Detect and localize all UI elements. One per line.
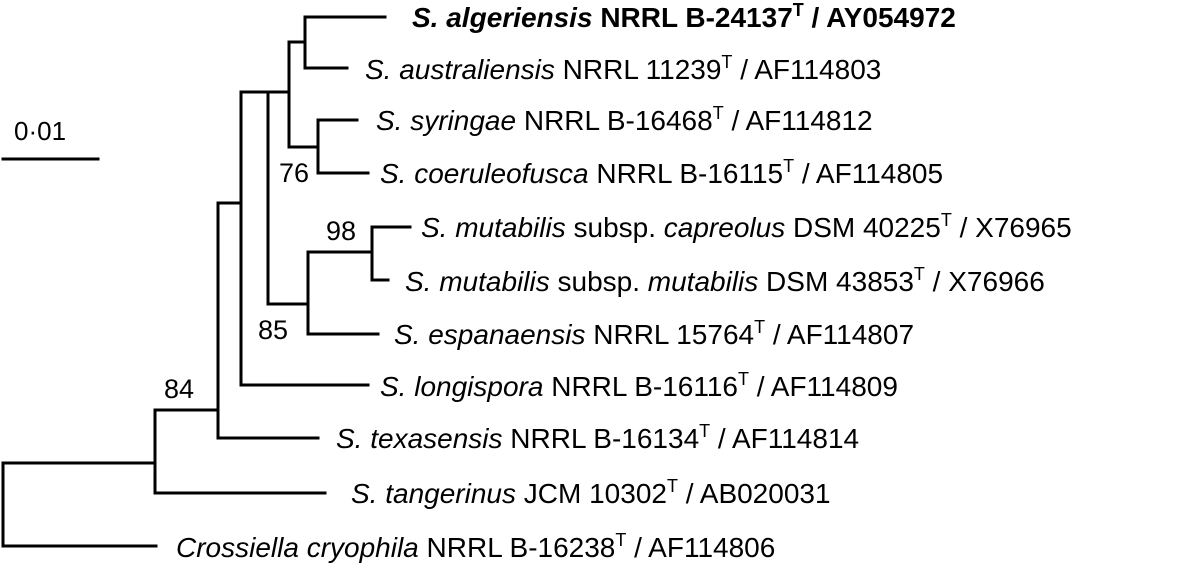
leaf-label-part: subsp. — [566, 212, 664, 243]
leaf-label-part: / AF114809 — [749, 371, 898, 402]
leaf-label-part: NRRL B-16134 — [503, 423, 700, 454]
leaf-label-part: NRRL B-16116 — [543, 371, 738, 402]
type-strain-marker: T — [783, 156, 794, 176]
leaf-label-part: S. mutabilis — [421, 212, 566, 243]
leaf-label-part: / AF114805 — [794, 158, 943, 189]
type-strain-marker: T — [699, 421, 710, 441]
type-strain-marker: T — [721, 52, 732, 72]
leaf-label: S. coeruleofusca NRRL B-16115T / AF11480… — [380, 156, 943, 189]
type-strain-marker: T — [713, 103, 724, 123]
leaf-label: S. mutabilis subsp. mutabilis DSM 43853T… — [405, 264, 1045, 297]
leaf-label-part: DSM 40225 — [785, 212, 941, 243]
leaf-label-part: S. australiensis — [365, 54, 555, 85]
leaf-label-part: NRRL 11239 — [555, 54, 722, 85]
leaf-label-part: / AF114812 — [724, 105, 873, 136]
leaf-label-part: Crossiella cryophila — [176, 532, 419, 563]
leaf-label-part: / AF114806 — [626, 532, 775, 563]
leaf-label-part: DSM 43853 — [758, 266, 914, 297]
leaf-label: S. syringae NRRL B-16468T / AF114812 — [376, 103, 873, 136]
leaf-label: S. algeriensis NRRL B-24137T / AY054972 — [412, 0, 956, 33]
type-strain-marker: T — [667, 476, 678, 496]
bootstrap-value: 76 — [279, 158, 309, 188]
leaf-label-part: NRRL 15764 — [585, 319, 754, 350]
bootstrap-value: 98 — [326, 216, 356, 246]
leaf-label-part: S. tangerinus — [351, 478, 516, 509]
leaf-label: S. tangerinus JCM 10302T / AB020031 — [351, 476, 831, 509]
leaf-label-part: / AB020031 — [678, 478, 831, 509]
leaf-label-part: NRRL B-24137 — [593, 2, 793, 33]
leaf-label-part: mutabilis — [648, 266, 758, 297]
leaf-label-part: S. texasensis — [336, 423, 503, 454]
scale-bar-label: 0·01 — [14, 116, 66, 146]
bootstrap-value: 84 — [164, 374, 194, 404]
leaf-label-part: S. espanaensis — [394, 319, 585, 350]
bootstrap-value: 85 — [258, 315, 288, 345]
type-strain-marker: T — [941, 210, 952, 230]
leaf-label-part: NRRL B-16115 — [589, 158, 784, 189]
leaf-label-part: / AY054972 — [804, 2, 956, 33]
leaf-label-part: / AF114803 — [732, 54, 881, 85]
leaf-label: S. longispora NRRL B-16116T / AF114809 — [380, 369, 898, 402]
leaf-label: Crossiella cryophila NRRL B-16238T / AF1… — [176, 530, 775, 563]
leaf-label-part: / X76966 — [925, 266, 1045, 297]
leaf-label-part: NRRL B-16238 — [419, 532, 616, 563]
leaf-label: S. mutabilis subsp. capreolus DSM 40225T… — [421, 210, 1072, 243]
type-strain-marker: T — [793, 0, 804, 20]
leaf-label-part: JCM 10302 — [516, 478, 667, 509]
leaf-label-part: / X76965 — [952, 212, 1072, 243]
leaf-label-part: / AF114807 — [765, 319, 914, 350]
type-strain-marker: T — [738, 369, 749, 389]
type-strain-marker: T — [615, 530, 626, 550]
leaf-label-part: NRRL B-16468 — [516, 105, 713, 136]
tree-branches — [1, 15, 412, 548]
leaf-label: S. texasensis NRRL B-16134T / AF114814 — [336, 421, 859, 454]
leaf-label-part: S. syringae — [376, 105, 516, 136]
leaf-label-part: subsp. — [550, 266, 648, 297]
leaf-label-part: / AF114814 — [710, 423, 859, 454]
leaf-label-part: capreolus — [664, 212, 785, 243]
leaf-label-part: S. coeruleofusca — [380, 158, 589, 189]
leaf-label: S. espanaensis NRRL 15764T / AF114807 — [394, 317, 914, 350]
leaf-label: S. australiensis NRRL 11239T / AF114803 — [365, 52, 881, 85]
leaf-label-part: S. mutabilis — [405, 266, 550, 297]
leaf-label-part: S. algeriensis — [412, 2, 593, 33]
type-strain-marker: T — [914, 264, 925, 284]
leaf-label-part: S. longispora — [380, 371, 543, 402]
type-strain-marker: T — [754, 317, 765, 337]
